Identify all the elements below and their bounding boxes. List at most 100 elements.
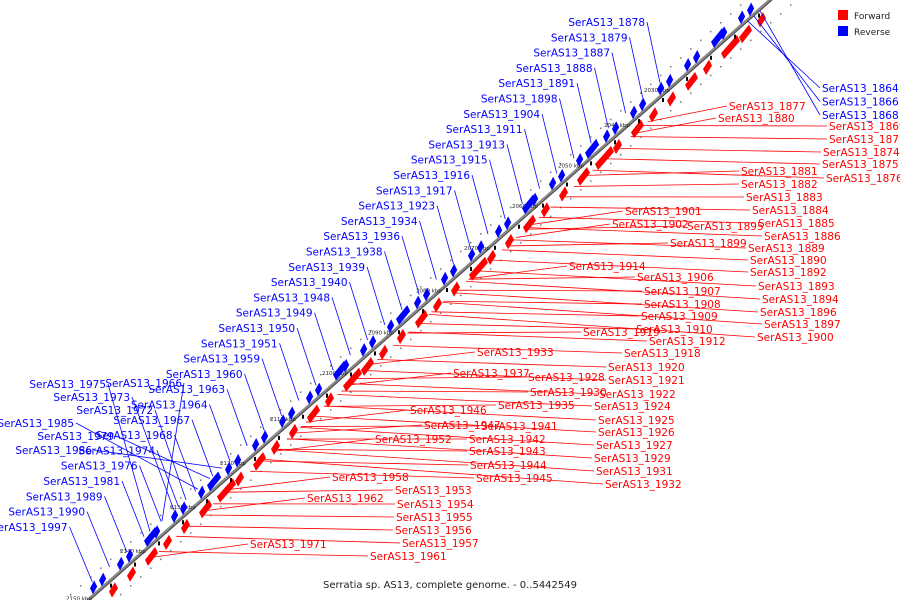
reverse-gene[interactable]	[342, 358, 350, 373]
reverse-gene-label[interactable]: SerAS13_1949	[236, 308, 313, 320]
forward-gene-label[interactable]: SerAS13_1914	[569, 261, 646, 273]
reverse-gene-label[interactable]: SerAS13_1898	[481, 94, 558, 106]
forward-gene-label[interactable]: SerAS13_1954	[397, 499, 474, 511]
reverse-gene-label[interactable]: SerAS13_1963	[148, 384, 225, 396]
forward-gene-label[interactable]: SerAS13_1890	[750, 255, 827, 267]
forward-gene-label[interactable]: SerAS13_1962	[307, 493, 384, 505]
forward-gene-label[interactable]: SerAS13_1955	[396, 512, 473, 524]
reverse-gene-label[interactable]: SerAS13_1997	[0, 522, 68, 534]
reverse-gene[interactable]	[603, 129, 611, 143]
reverse-gene[interactable]	[657, 81, 665, 96]
reverse-gene[interactable]	[198, 485, 206, 500]
reverse-gene-label[interactable]: SerAS13_1979	[37, 431, 114, 443]
reverse-gene-label[interactable]: SerAS13_1959	[183, 354, 260, 366]
forward-gene[interactable]	[127, 566, 136, 582]
forward-gene-label[interactable]: SerAS13_1894	[762, 294, 839, 306]
forward-gene-label[interactable]: SerAS13_1931	[596, 466, 673, 478]
forward-gene-label[interactable]: SerAS13_1876	[826, 173, 900, 185]
reverse-gene[interactable]	[468, 247, 476, 262]
forward-gene[interactable]	[199, 499, 212, 519]
reverse-gene-label[interactable]: SerAS13_1950	[218, 323, 295, 335]
forward-gene[interactable]	[217, 478, 236, 503]
reverse-gene[interactable]	[747, 2, 755, 17]
forward-gene-label[interactable]: SerAS13_1897	[764, 319, 841, 331]
forward-gene-label[interactable]: SerAS13_1937	[453, 368, 530, 380]
forward-gene[interactable]	[307, 404, 320, 424]
reverse-gene-label[interactable]: SerAS13_1967	[113, 415, 190, 427]
forward-gene-label[interactable]: SerAS13_1900	[757, 332, 834, 344]
reverse-gene-label[interactable]: SerAS13_1972	[76, 405, 153, 417]
forward-gene-label[interactable]: SerAS13_1906	[637, 272, 714, 284]
forward-gene[interactable]	[253, 452, 266, 471]
forward-gene-label[interactable]: SerAS13_1884	[752, 205, 829, 217]
forward-gene-label[interactable]: SerAS13_1902	[612, 219, 689, 231]
forward-gene-label[interactable]: SerAS13_1907	[644, 286, 721, 298]
reverse-gene[interactable]	[207, 471, 222, 492]
forward-gene-label[interactable]: SerAS13_1971	[250, 539, 327, 551]
forward-gene[interactable]	[397, 328, 406, 345]
reverse-gene[interactable]	[360, 343, 368, 357]
forward-gene[interactable]	[109, 582, 118, 598]
forward-gene[interactable]	[271, 439, 280, 456]
forward-gene-label[interactable]: SerAS13_1928	[528, 372, 605, 384]
reverse-gene-label[interactable]: SerAS13_1911	[446, 124, 523, 136]
reverse-gene-label[interactable]: SerAS13_1939	[288, 262, 365, 274]
reverse-gene[interactable]	[279, 414, 287, 428]
forward-gene[interactable]	[361, 357, 374, 376]
forward-gene-label[interactable]: SerAS13_1872	[829, 134, 900, 146]
forward-gene[interactable]	[433, 297, 442, 313]
forward-gene-label[interactable]: SerAS13_1933	[477, 347, 554, 359]
reverse-gene-label[interactable]: SerAS13_1990	[8, 507, 85, 519]
forward-gene-label[interactable]: SerAS13_1885	[758, 218, 835, 230]
forward-gene-label[interactable]: SerAS13_1882	[741, 179, 818, 191]
forward-gene[interactable]	[559, 186, 568, 202]
reverse-gene[interactable]	[180, 501, 188, 516]
forward-gene-label[interactable]: SerAS13_1946	[410, 405, 487, 417]
reverse-gene[interactable]	[315, 382, 323, 397]
forward-gene-label[interactable]: SerAS13_1918	[624, 348, 701, 360]
reverse-gene[interactable]	[495, 224, 503, 238]
forward-gene[interactable]	[469, 256, 488, 281]
forward-gene-label[interactable]: SerAS13_1952	[375, 434, 452, 446]
reverse-gene[interactable]	[99, 572, 107, 587]
reverse-gene-label[interactable]: SerAS13_1879	[551, 32, 628, 44]
reverse-gene-label[interactable]: SerAS13_1936	[323, 231, 400, 243]
reverse-gene-label[interactable]: SerAS13_1864	[822, 83, 899, 95]
reverse-gene[interactable]	[153, 525, 161, 539]
reverse-gene-label[interactable]: SerAS13_1985	[0, 418, 74, 430]
forward-gene[interactable]	[505, 233, 514, 250]
forward-gene-label[interactable]: SerAS13_1924	[594, 401, 671, 413]
reverse-gene-label[interactable]: SerAS13_1915	[411, 155, 488, 167]
reverse-gene-label[interactable]: SerAS13_1951	[201, 338, 278, 350]
forward-gene-label[interactable]: SerAS13_1921	[608, 375, 685, 387]
forward-gene-label[interactable]: SerAS13_1961	[370, 551, 447, 563]
reverse-gene-label[interactable]: SerAS13_1866	[822, 97, 899, 109]
forward-gene-label[interactable]: SerAS13_1935	[498, 400, 575, 412]
reverse-gene[interactable]	[288, 406, 296, 421]
forward-gene-label[interactable]: SerAS13_1944	[470, 460, 547, 472]
forward-gene-label[interactable]: SerAS13_1922	[599, 389, 676, 401]
reverse-gene-label[interactable]: SerAS13_1973	[53, 392, 130, 404]
forward-gene-label[interactable]: SerAS13_1883	[746, 192, 823, 204]
forward-gene[interactable]	[379, 344, 388, 360]
forward-gene-label[interactable]: SerAS13_1901	[625, 206, 702, 218]
reverse-gene-label[interactable]: SerAS13_1975	[29, 379, 106, 391]
forward-gene-label[interactable]: SerAS13_1895	[687, 221, 764, 233]
forward-gene[interactable]	[631, 119, 644, 139]
forward-gene-label[interactable]: SerAS13_1886	[764, 231, 841, 243]
forward-gene-label[interactable]: SerAS13_1869	[829, 121, 900, 133]
forward-gene[interactable]	[289, 423, 298, 440]
forward-gene[interactable]	[487, 249, 496, 265]
reverse-gene[interactable]	[225, 461, 233, 476]
forward-gene-label[interactable]: SerAS13_1941	[481, 421, 558, 433]
reverse-gene-label[interactable]: SerAS13_1891	[498, 78, 575, 90]
forward-gene-label[interactable]: SerAS13_1912	[649, 336, 726, 348]
forward-gene-label[interactable]: SerAS13_1875	[822, 159, 899, 171]
reverse-gene[interactable]	[252, 438, 260, 452]
reverse-gene[interactable]	[387, 319, 395, 333]
reverse-gene-label[interactable]: SerAS13_1887	[533, 48, 610, 60]
reverse-gene[interactable]	[306, 390, 314, 405]
reverse-gene-label[interactable]: SerAS13_1968	[96, 430, 173, 442]
forward-gene[interactable]	[739, 24, 752, 44]
reverse-gene[interactable]	[684, 57, 692, 72]
